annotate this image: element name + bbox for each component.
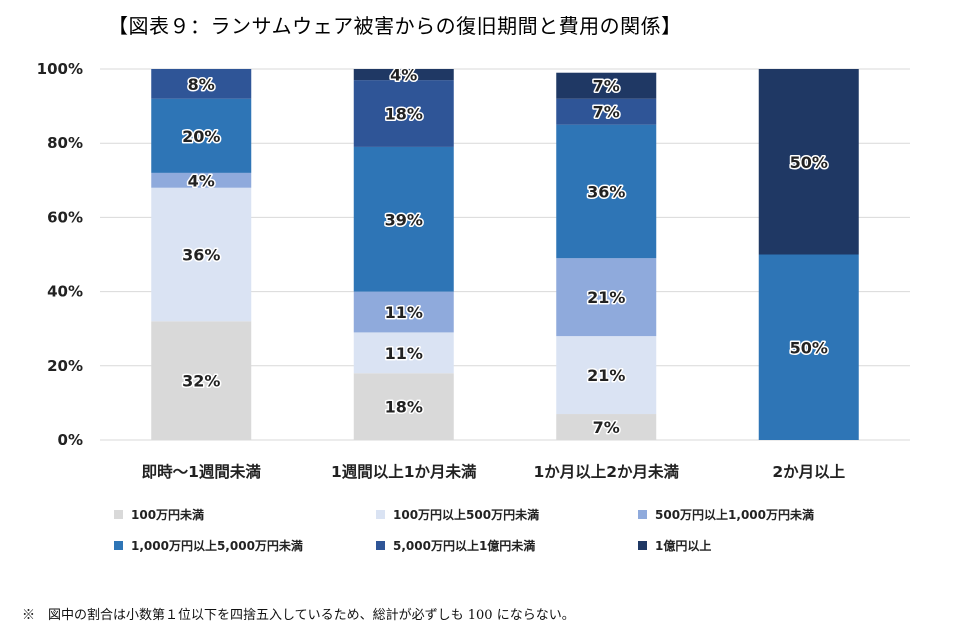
y-tick-label: 100%	[37, 60, 83, 78]
legend-item: 100万円未満	[114, 505, 376, 523]
bar-segment	[353, 373, 454, 440]
data-label: 4%	[390, 66, 417, 85]
x-category-label: 1週間以上1か月未満	[331, 462, 477, 481]
y-tick-label: 80%	[47, 134, 83, 152]
bar-segment	[151, 187, 252, 322]
legend-item: 5,000万円以上1億円未満	[376, 536, 638, 554]
x-category-label: 1か月以上2か月未満	[533, 462, 679, 481]
chart-title: 【図表９：ランサムウェア被害からの復旧期間と費用の関係】	[108, 14, 682, 38]
bar-segment	[353, 69, 454, 81]
data-label: 50%	[790, 338, 828, 357]
data-labels: 32% 36% 4% 20% 8% 18% 11% 11% 39% 18% 4% 7% 21% 21% 36…	[181, 64, 830, 438]
bar-segment	[353, 146, 454, 292]
bar-segment	[758, 254, 859, 440]
data-label: 7%	[593, 418, 620, 437]
bar-segment	[556, 124, 657, 259]
legend-swatch	[638, 540, 647, 550]
legend-item: 1億円以上	[638, 536, 900, 554]
x-axis-categories: 即時～1週間未満 1週間以上1か月未満 1か月以上2か月未満 2か月以上	[142, 462, 846, 481]
data-label: 11%	[385, 303, 423, 322]
legend-label: 5,000万円以上1億円未満	[393, 538, 536, 553]
data-label: 21%	[587, 366, 625, 385]
legend-label: 1,000万円以上5,000万円未満	[131, 538, 303, 553]
data-label: 18%	[385, 105, 423, 124]
bar-segment	[353, 332, 454, 374]
legend-swatch	[114, 509, 123, 519]
legend-swatch	[638, 509, 647, 519]
x-category-label: 即時～1週間未満	[142, 462, 262, 481]
bar-segment	[556, 72, 657, 99]
legend: 100万円未満 100万円以上500万円未満 500万円以上1,000万円未満 1,0…	[114, 505, 894, 554]
x-category-label: 2か月以上	[772, 463, 845, 481]
data-label: 50%	[790, 153, 828, 172]
data-label: 39%	[385, 210, 423, 229]
data-label: 21%	[587, 288, 625, 307]
legend-label: 1億円以上	[655, 538, 712, 553]
data-label: 36%	[182, 246, 220, 265]
y-tick-label: 40%	[47, 283, 83, 301]
y-tick-label: 0%	[58, 431, 83, 449]
data-label: 32%	[182, 372, 220, 391]
bar-segment	[353, 291, 454, 333]
data-label: 11%	[385, 344, 423, 363]
legend-swatch	[114, 540, 123, 550]
bar-segment	[151, 69, 252, 99]
bars	[151, 69, 859, 440]
data-label: 18%	[385, 398, 423, 417]
bar-segment	[556, 414, 657, 440]
legend-label: 500万円以上1,000万円未満	[655, 507, 815, 522]
footnote: ※ 図中の割合は小数第１位以下を四捨五入しているため、総計が必ずしも 100 に…	[22, 608, 575, 623]
legend-label: 100万円以上500万円未満	[393, 507, 540, 522]
legend-swatch	[376, 540, 385, 550]
data-label: 8%	[188, 75, 215, 94]
bar-segment	[556, 336, 657, 415]
y-tick-label: 20%	[47, 357, 83, 375]
legend-item: 500万円以上1,000万円未満	[638, 505, 900, 523]
bar-segment	[151, 321, 252, 440]
legend-item: 1,000万円以上5,000万円未満	[114, 536, 376, 554]
data-label: 36%	[587, 182, 625, 201]
bar-segment	[151, 172, 252, 188]
legend-label: 100万円未満	[131, 507, 205, 522]
bar-segment	[151, 98, 252, 173]
data-label: 4%	[188, 171, 215, 190]
bar-segment	[353, 80, 454, 147]
bar-segment	[758, 69, 859, 255]
legend-swatch	[376, 509, 385, 519]
legend-item: 100万円以上500万円未満	[376, 505, 638, 523]
stacked-bar-chart: 0% 20% 40% 60% 80% 100% 32% 36% 4% 20% 8% 18% 11% 11…	[37, 60, 910, 481]
bar-segment	[556, 258, 657, 337]
y-axis-ticks: 0% 20% 40% 60% 80% 100%	[37, 60, 83, 449]
bar-segment	[556, 98, 657, 125]
data-label: 7%	[593, 103, 620, 122]
data-label: 7%	[593, 77, 620, 96]
data-label: 20%	[182, 127, 220, 146]
y-tick-label: 60%	[47, 208, 83, 226]
